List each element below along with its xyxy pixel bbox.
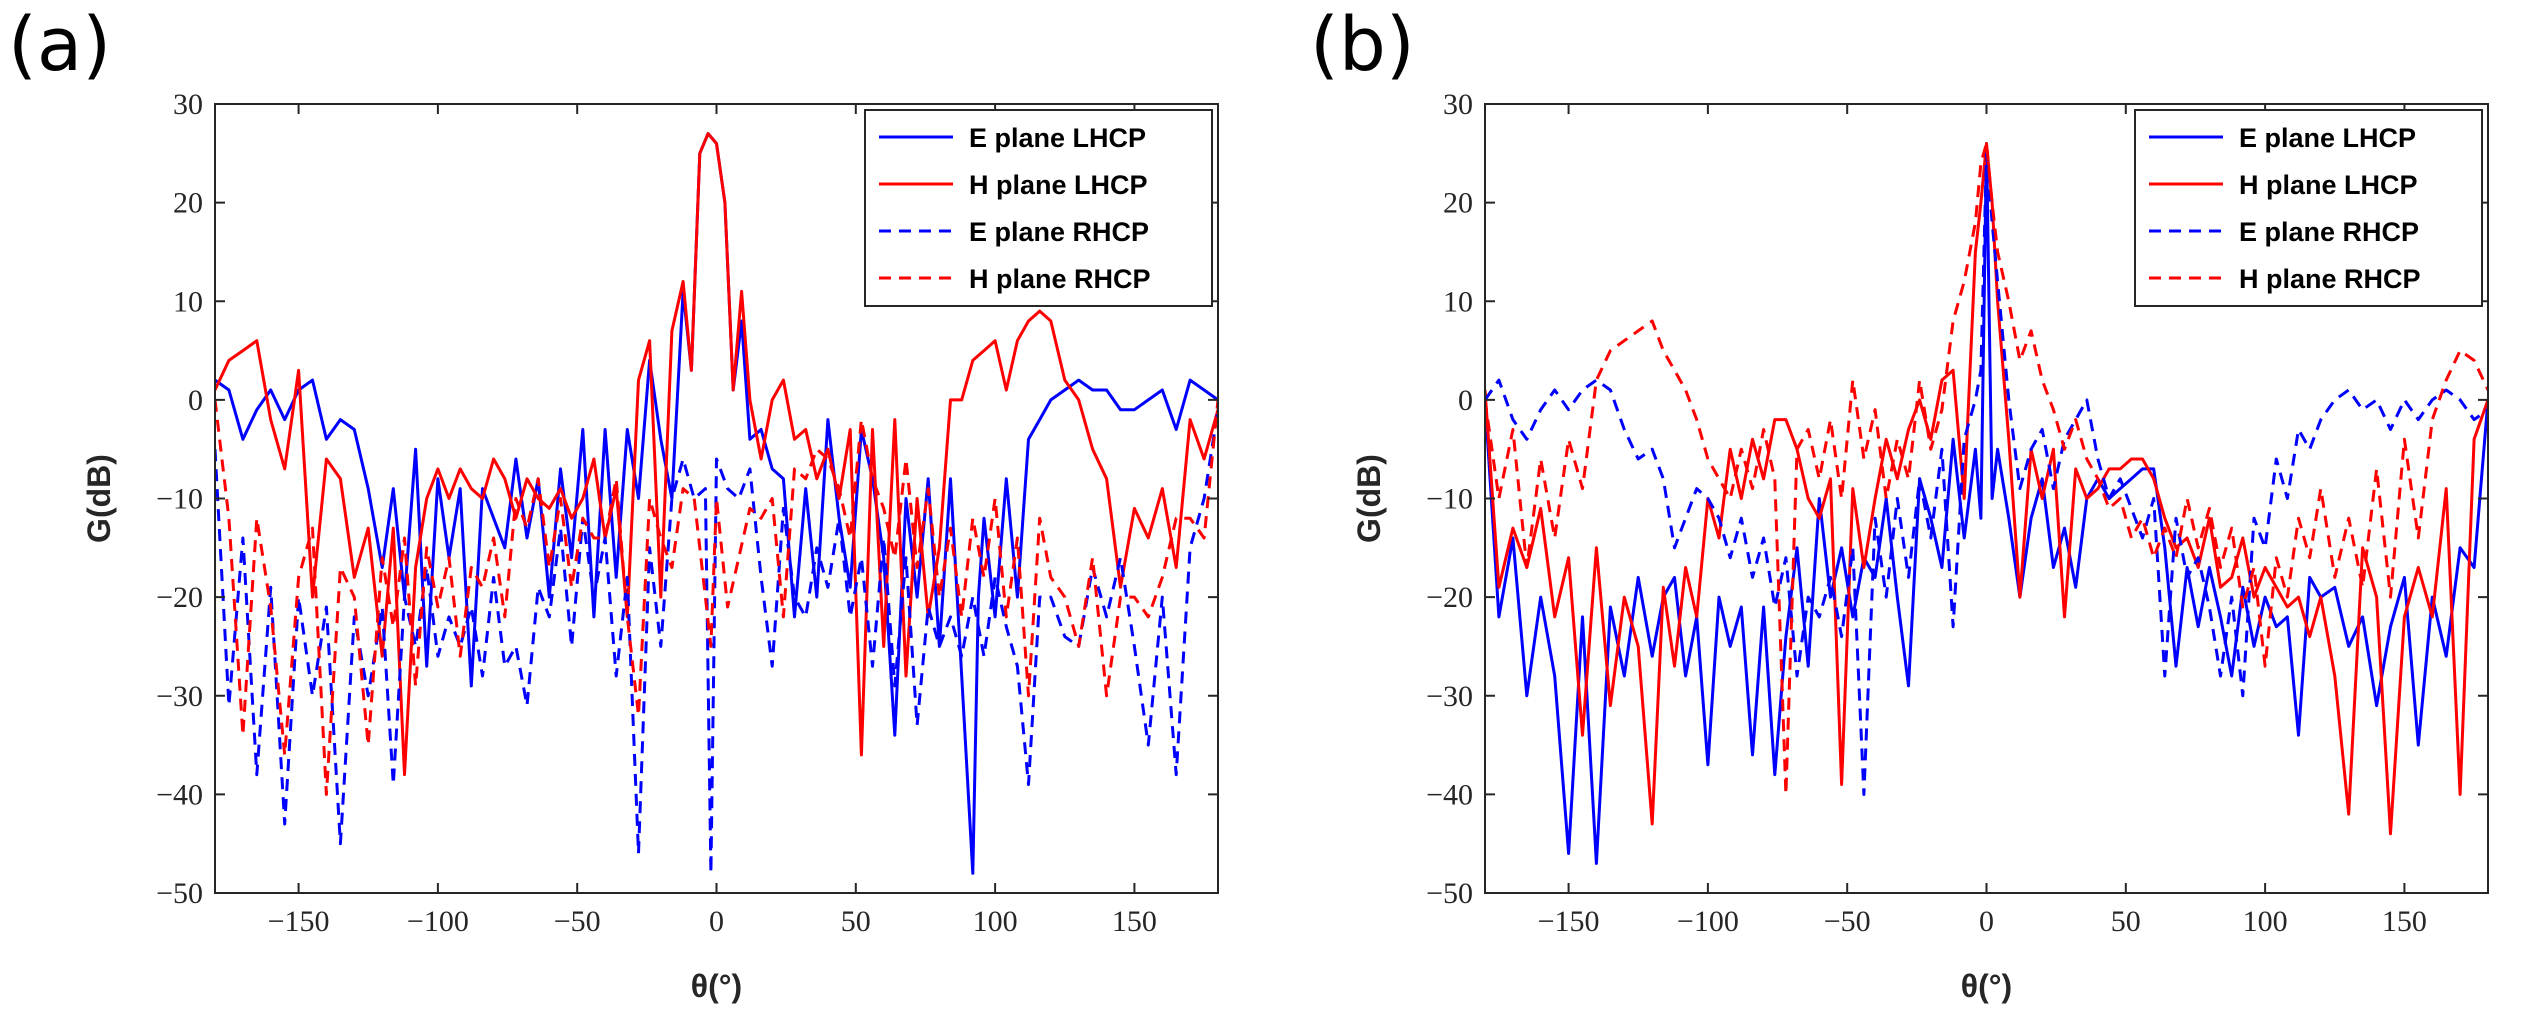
y-tick-label: −30 [1426,680,1473,713]
panel-a: (a) −150 −100 −50 0 50 100 150 30 20 10 0 −10 −20 −30… [8,2,1219,1004]
y-axis-title: G(dB) [1351,454,1387,543]
series-line-h-plane-lhcp [1485,142,2488,836]
x-axis-title: θ(°) [691,968,742,1004]
y-tick-label: 0 [1458,384,1473,417]
y-tick-label: 10 [1443,285,1473,318]
x-tick-label: 150 [1112,905,1157,938]
series-group [1485,142,2488,865]
y-tick-label: −40 [156,778,203,811]
y-tick-label: 0 [188,384,203,417]
legend-label: H plane RHCP [969,264,1151,294]
legend: E plane LHCP H plane LHCP E plane RHCP H pl… [2134,109,2483,307]
chart-b: −150 −100 −50 0 50 100 1503020100−10−20−30−40−… [1351,88,2489,1004]
legend-box [2134,109,2483,307]
legend-label: H plane RHCP [2239,264,2421,294]
x-tick-label: 100 [973,905,1018,938]
y-tick-label: −50 [156,877,203,910]
x-tick-label: −150 [268,905,330,938]
chart-a: −150 −100 −50 0 50 100 1503020100−10−20−30−40−… [81,88,1219,1004]
y-tick-label: 20 [173,187,203,220]
panel-b: (b) −150 −100 −50 0 50 100 150 30 20 10 0 −10 −20 −30… [1270,0,2540,1023]
y-tick-label: −10 [156,483,203,516]
y-tick-label: −20 [156,581,203,614]
x-tick-label: 50 [2111,905,2141,938]
x-tick-label: −150 [1538,905,1600,938]
y-tick-label: 10 [173,285,203,318]
legend: E plane LHCP H plane LHCP E plane RHCP H pl… [864,109,1213,307]
x-tick-label: −50 [554,905,601,938]
legend-label: E plane LHCP [2239,123,2416,153]
series-line-e-plane-rhcp [215,409,1218,875]
legend-label: E plane RHCP [2239,217,2419,247]
panel-label-a: (a) [8,2,112,88]
y-tick-label: 20 [1443,187,1473,220]
x-tick-label: −100 [1677,905,1739,938]
x-tick-label: 0 [1979,905,1994,938]
y-tick-label: −30 [156,680,203,713]
series-line-h-plane-lhcp [215,132,1218,777]
y-tick-label: 30 [1443,88,1473,121]
x-tick-label: 150 [2382,905,2427,938]
series-line-h-plane-rhcp [1485,142,2488,796]
y-tick-label: 30 [173,88,203,121]
y-tick-label: −20 [1426,581,1473,614]
y-tick-label: −40 [1426,778,1473,811]
series-line-h-plane-rhcp [215,399,1218,796]
x-tick-label: 50 [841,905,871,938]
x-tick-label: −50 [1824,905,1871,938]
series-group [215,132,1218,875]
legend-box [864,109,1213,307]
x-tick-label: 100 [2243,905,2288,938]
y-tick-label: −10 [1426,483,1473,516]
panel-label-b: (b) [1310,2,1415,88]
legend-label: H plane LHCP [969,170,1148,200]
x-tick-label: 0 [709,905,724,938]
y-tick-label: −50 [1426,877,1473,910]
x-axis-title: θ(°) [1961,968,2012,1004]
legend-label: H plane LHCP [2239,170,2418,200]
y-axis-title: G(dB) [81,454,117,543]
legend-label: E plane LHCP [969,123,1146,153]
x-tick-label: −100 [407,905,469,938]
legend-label: E plane RHCP [969,217,1149,247]
